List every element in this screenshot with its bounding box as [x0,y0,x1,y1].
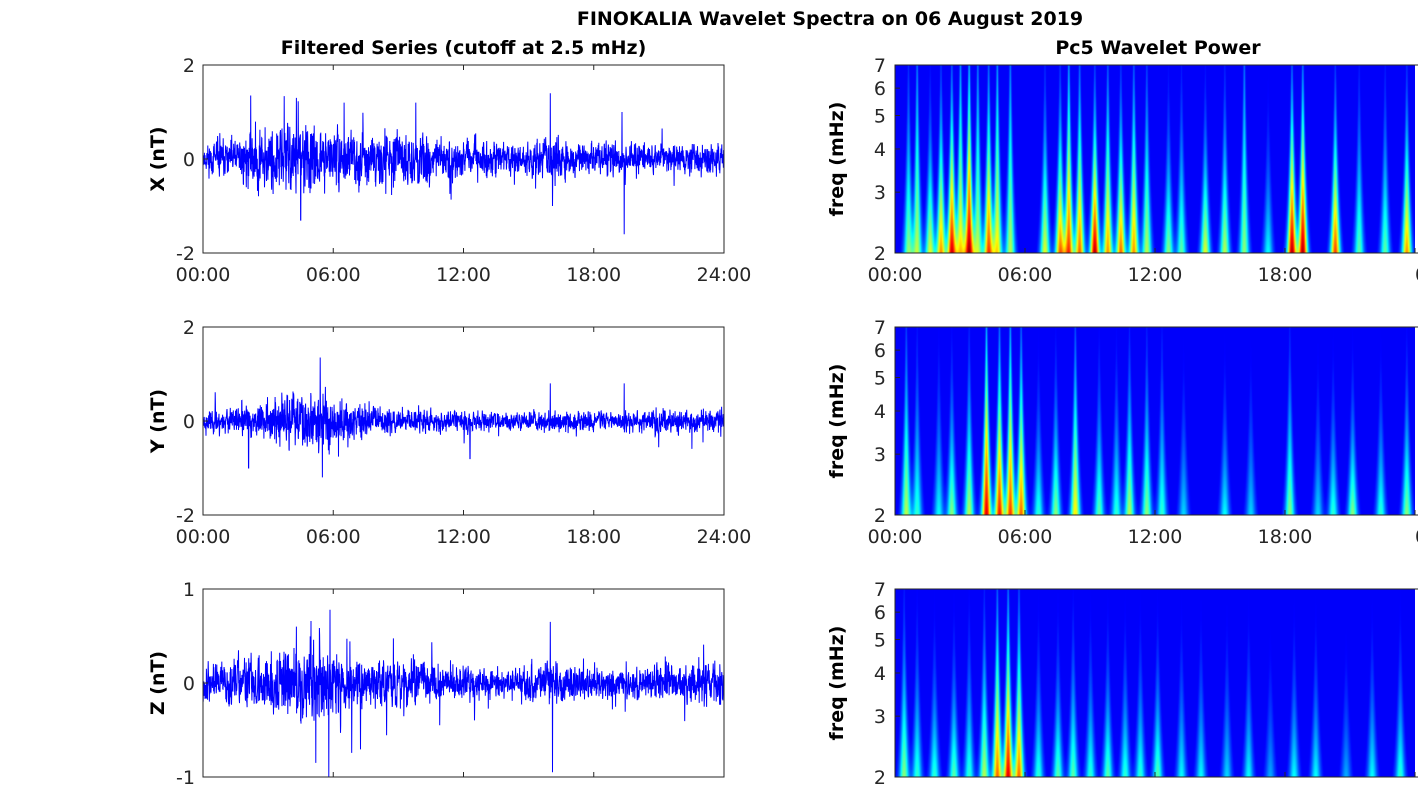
y-axis-label: freq (mHz) [826,626,848,741]
line-panel-x: 2 0 -200:00 06:00 12:00 18:00 24:00 X (nT) Filte… [147,37,751,286]
line-panel-z: 1 0 -1 Z (nT) [147,579,725,788]
y-tick-label: -2 [176,243,195,265]
y-tick-label: 6 [874,340,886,362]
y-tick-label: 5 [874,629,886,651]
y-tick-label: 6 [874,602,886,624]
line-panel-y: 2 0 -200:00 06:00 12:00 18:00 24:00 Y (nT) [147,317,751,548]
y-tick-label: 4 [874,663,886,685]
x-tick-label: 24:00 [697,264,752,286]
y-tick-label: 1 [183,579,195,601]
wavelet-heatmap-x [895,65,1415,253]
y-tick-label: 3 [874,706,886,728]
y-axis-label: freq (mHz) [826,364,848,479]
x-tick-label: 12:00 [436,526,491,548]
x-tick-label: 00:00 [868,264,923,286]
y-tick-label: -2 [176,505,195,527]
x-tick-label: 12:00 [436,264,491,286]
y-tick-label: 6 [874,78,886,100]
y-tick-label: 2 [874,505,886,527]
y-tick-label: 5 [874,105,886,127]
y-tick-label: 2 [874,767,886,788]
x-tick-label: 24:00 [697,526,752,548]
x-tick-label: 12:00 [1128,526,1183,548]
x-tick-label: 06:00 [998,526,1053,548]
wavelet-heatmap-z [895,589,1415,777]
x-tick-label: 00 [1415,526,1418,548]
axes-box [894,326,1418,516]
x-tick-label: 06:00 [306,264,361,286]
x-tick-label: 18:00 [566,264,621,286]
y-tick-label: 7 [874,317,886,339]
y-tick-label: 7 [874,55,886,77]
figure-title: FINOKALIA Wavelet Spectra on 06 August 2… [577,8,1083,30]
panel-title: Filtered Series (cutoff at 2.5 mHz) [281,37,647,59]
x-tick-label: 00 [1415,264,1418,286]
y-tick-label: 3 [874,182,886,204]
y-tick-label: -1 [176,767,195,788]
x-tick-label: 06:00 [306,526,361,548]
x-tick-label: 06:00 [998,264,1053,286]
x-tick-label: 00:00 [176,264,231,286]
y-tick-label: 4 [874,139,886,161]
wavelet-panel-z: 2 3 4 5 67 freq (mHz) [826,579,1418,788]
x-tick-label: 00:00 [868,526,923,548]
signal-line-z [202,609,725,778]
y-axis-label: Y (nT) [147,389,169,454]
y-axis-label: X (nT) [147,126,169,191]
y-tick-label: 2 [874,243,886,265]
y-axis-label: Z (nT) [147,651,169,715]
wavelet-panel-x: 2 3 4 5 67 00:00 06:00 12:00 18:00 00 freq (mHz) Pc… [826,37,1418,286]
y-tick-label: 0 [183,149,195,171]
panel-title: Pc5 Wavelet Power [1055,37,1261,59]
y-tick-label: 0 [183,673,195,695]
x-tick-label: 00:00 [176,526,231,548]
y-tick-label: 0 [183,411,195,433]
signal-line-x [202,93,725,235]
x-tick-label: 18:00 [1258,264,1313,286]
y-tick-label: 4 [874,401,886,423]
x-tick-label: 18:00 [566,526,621,548]
y-axis-label: freq (mHz) [826,102,848,217]
signal-line-y [202,357,725,478]
y-tick-label: 3 [874,444,886,466]
y-tick-label: 2 [183,55,195,77]
wavelet-panel-y: 2 3 4 5 67 00:00 06:00 12:00 18:00 00 freq (mHz) [826,317,1418,548]
y-tick-label: 7 [874,579,886,601]
x-tick-label: 12:00 [1128,264,1183,286]
y-tick-label: 5 [874,367,886,389]
y-tick-label: 2 [183,317,195,339]
axes-box [894,588,1418,778]
wavelet-heatmap-y [895,327,1415,515]
axes-box [894,64,1418,254]
x-tick-label: 18:00 [1258,526,1313,548]
